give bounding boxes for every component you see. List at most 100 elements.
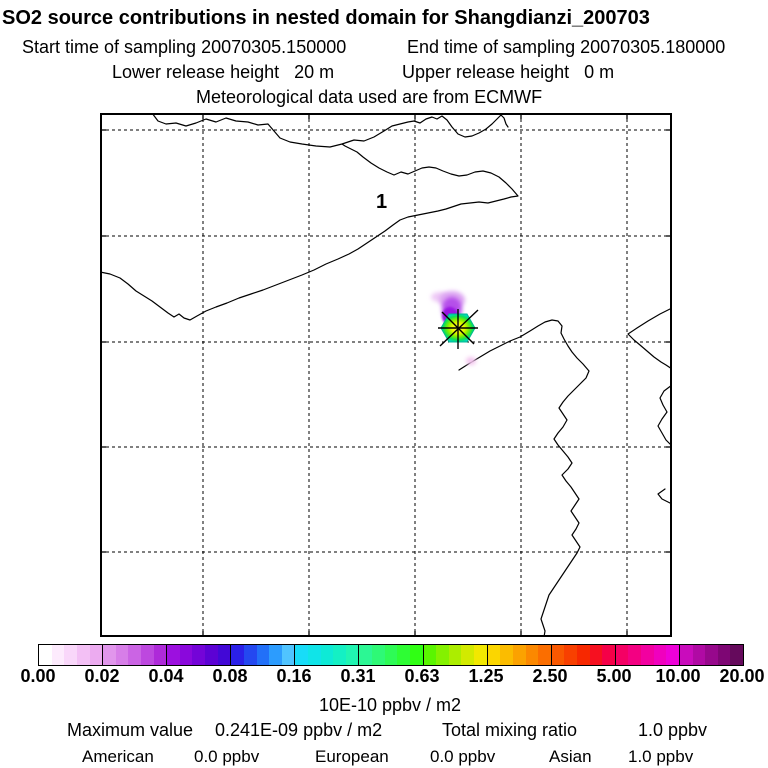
colorbar-cell [179,645,193,665]
map-canvas: 1 [100,113,672,637]
colorbar-cell [423,645,437,665]
lower-release-label: Lower release height [112,62,280,82]
colorbar-tick-label: 0.08 [212,666,248,686]
start-time-label: Start time of sampling [22,37,197,57]
colorbar-segment [39,645,103,665]
colorbar-cell [372,645,385,665]
colorbar-cell [409,645,423,665]
colorbar-cell [281,645,295,665]
colorbar-cell [436,645,449,665]
colorbar-cell [615,645,629,665]
colorbar-tick-label: 0.63 [404,666,440,686]
colorbar-cell [628,645,642,665]
upper-release-label: Upper release height [402,62,570,82]
colorbar-cell [320,645,334,665]
colorbar-cell [51,645,65,665]
grid-lines [100,113,672,637]
colorbar-cell [448,645,462,665]
region-european-value: 0.0 ppbv [430,747,496,766]
region-asian-value: 1.0 ppbv [628,747,694,766]
maximum-value: 0.241E-09 ppbv / m2 [215,720,383,740]
colorbar-segment [614,645,679,665]
colorbar-cell [256,645,270,665]
region-asian-label: Asian [549,747,592,766]
colorbar-cell [602,645,615,665]
colorbar-cell [39,645,52,665]
colorbar-cell [153,645,167,665]
colorbar-cell [705,645,718,665]
colorbar-tick-label: 10.00 [655,666,701,686]
met-data-text: Meteorological data used are from ECMWF [196,87,543,107]
colorbar-cell [115,645,129,665]
colorbar-cell [231,645,244,665]
region-american-label: American [82,747,154,766]
end-time-value: 20070305.180000 [580,37,726,57]
colorbar-segment [550,645,615,665]
upper-release-text: Upper release height 0 m [402,62,614,83]
colorbar-cell [217,645,231,665]
colorbar-tick-label: 2.50 [532,666,568,686]
colorbar-segment [294,645,359,665]
region-european-label: European [315,747,389,766]
coastline [100,113,672,637]
colorbar-cell [359,645,373,665]
colorbar-cell [589,645,603,665]
station-number-label: 1 [376,191,387,213]
maximum-value-label: Maximum value [67,720,194,740]
colorbar-tick-label: 0.02 [84,666,120,686]
colorbar-cell [333,645,346,665]
colorbar-cell [730,645,744,665]
colorbar-segment [230,645,295,665]
colorbar-segment [678,645,744,665]
figure-title: SO2 source contributions in nested domai… [2,7,650,29]
colorbar-tick-label: 0.31 [340,666,376,686]
colorbar-cell [295,645,308,665]
colorbar-segment [102,645,167,665]
lower-release-text: Lower release height 20 m [112,62,334,83]
start-time-value: 20070305.150000 [201,37,347,57]
colorbar-cell [89,645,103,665]
colorbar-cell [577,645,590,665]
colorbar-unit-label: 10E-10 ppbv / m2 [318,695,462,715]
colorbar-cell [128,645,141,665]
map-frame [100,113,672,637]
colorbar-cell [512,645,526,665]
colorbar-cell [564,645,577,665]
colorbar-cell [205,645,218,665]
colorbar-cell [487,645,501,665]
colorbar-tick-label: 1.25 [468,666,504,686]
colorbar-cell [243,645,257,665]
total-mixing-ratio-label: Total mixing ratio [442,720,578,740]
colorbar-cell [474,645,487,665]
colorbar-cell [192,645,206,665]
colorbar-cell [345,645,359,665]
source-marker-icon [438,309,479,349]
colorbar-segment [358,645,423,665]
end-time-text: End time of sampling 20070305.180000 [407,37,725,58]
colorbar-cell [308,645,321,665]
colorbar-segment [422,645,487,665]
colorbar-cell [525,645,539,665]
colorbar-tick-label: 5.00 [596,666,632,686]
colorbar-cell [641,645,654,665]
colorbar-cell [653,645,667,665]
colorbar-cell [538,645,551,665]
total-mixing-ratio-value: 1.0 ppbv [638,720,708,740]
colorbar-cell [666,645,679,665]
colorbar-cell [64,645,77,665]
colorbar-cell [103,645,116,665]
colorbar-tick-label: 0.04 [148,666,184,686]
lower-release-value: 20 m [294,62,335,82]
colorbar-cell [500,645,513,665]
colorbar-cell [269,645,282,665]
colorbar-cell [551,645,565,665]
upper-release-value: 0 m [584,62,615,82]
colorbar-tick-label: 20.00 [719,666,765,686]
colorbar-tick-label: 0.16 [276,666,312,686]
region-american-value: 0.0 ppbv [194,747,260,766]
end-time-label: End time of sampling [407,37,576,57]
colorbar-cell [76,645,90,665]
colorbar-cell [384,645,398,665]
plume-secondary-spot [466,357,476,365]
colorbar-cell [140,645,154,665]
